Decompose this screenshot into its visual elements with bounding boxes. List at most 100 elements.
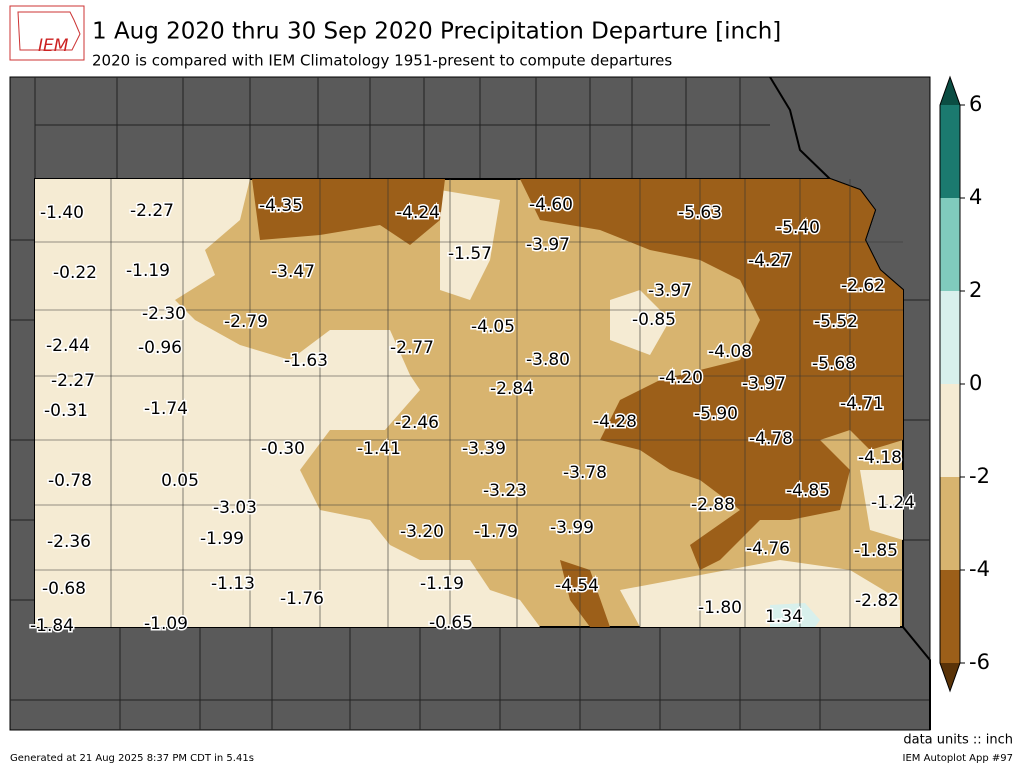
value-label: -2.46: [395, 413, 439, 433]
neighbor-counties: [10, 77, 930, 730]
colorbar-tick-label: 2: [969, 278, 982, 302]
value-label: -3.97: [742, 374, 786, 394]
colorbar-bin: [940, 384, 960, 477]
colorbar-bin: [940, 198, 960, 291]
value-label: -0.65: [429, 613, 473, 633]
contour-brown: [252, 179, 903, 627]
colorbar-tick-label: -6: [969, 650, 990, 674]
value-label: -1.80: [698, 598, 742, 618]
value-label: -1.13: [211, 574, 255, 594]
colorbar-extend-low: [940, 663, 960, 691]
value-label: -3.20: [400, 522, 444, 542]
value-label: -5.52: [814, 312, 858, 332]
value-label: -4.08: [708, 342, 752, 362]
colorbar-bin: [940, 105, 960, 198]
value-label: -4.60: [529, 195, 573, 215]
value-label: -3.23: [483, 481, 527, 501]
value-label: -4.85: [786, 481, 830, 501]
app-note: IEM Autoplot App #97: [903, 753, 1013, 764]
value-label: -1.74: [144, 399, 188, 419]
colorbar-tick-label: 0: [969, 371, 982, 395]
value-label: -4.24: [396, 203, 440, 223]
value-label: -4.54: [555, 576, 599, 596]
colorbar-bin: [940, 477, 960, 570]
title: 1 Aug 2020 thru 30 Sep 2020 Precipitatio…: [92, 19, 781, 45]
contour-cream: [35, 179, 540, 627]
counties: [35, 179, 903, 627]
logo-outline: [17, 11, 81, 51]
colorbar-bin: [940, 570, 960, 663]
labels: -1.40 -2.27 -4.35 -4.24 -4.60 -5.63 -5.40 -1.57…: [29, 194, 917, 638]
value-label: -4.71: [840, 394, 884, 414]
generated-note: Generated at 21 Aug 2025 8:37 PM CDT in …: [10, 753, 254, 764]
value-label: -3.99: [550, 518, 594, 538]
value-label: -2.36: [47, 532, 91, 552]
value-label: -4.27: [748, 251, 792, 271]
logo-text: IEM: [38, 36, 69, 56]
colorbar-tick-label: -4: [969, 557, 990, 581]
contour-positive: [770, 603, 820, 627]
value-label: -1.84: [30, 616, 74, 636]
value-label: -3.80: [526, 350, 570, 370]
value-label: 0.05: [161, 471, 199, 491]
value-label: -4.35: [259, 196, 303, 216]
value-label: -1.85: [854, 541, 898, 561]
colorbar-tick-label: 4: [969, 185, 982, 209]
value-label: -4.18: [858, 448, 902, 468]
value-label: -2.62: [841, 276, 885, 296]
subtitle: 2020 is compared with IEM Climatology 19…: [92, 52, 672, 70]
value-label: -1.79: [474, 522, 518, 542]
colorbar: 6 4 2 0 -2 -4 -6: [939, 75, 990, 693]
value-label: -0.31: [44, 401, 88, 421]
value-label: -0.30: [261, 439, 305, 459]
value-label: -4.76: [746, 539, 790, 559]
value-label: -2.44: [46, 336, 90, 356]
value-label: -3.39: [462, 439, 506, 459]
value-label: -2.27: [51, 371, 95, 391]
contours: [35, 179, 903, 627]
value-label: -0.68: [42, 579, 86, 599]
value-label: -3.97: [648, 281, 692, 301]
value-label: -0.96: [138, 338, 182, 358]
value-label: -4.20: [659, 368, 703, 388]
value-label: -1.41: [357, 439, 401, 459]
value-label: -1.09: [144, 614, 188, 634]
value-label: -4.28: [593, 412, 637, 432]
value-label: -3.78: [563, 463, 607, 483]
value-label: -1.57: [448, 244, 492, 264]
value-label: -2.27: [130, 201, 174, 221]
value-label: -1.76: [280, 589, 324, 609]
value-label: 1.34: [765, 607, 803, 627]
value-label: -3.97: [526, 235, 570, 255]
colorbar-tick-label: -2: [969, 464, 990, 488]
units-note: data units :: inch: [903, 733, 1013, 748]
value-label: -1.19: [126, 261, 170, 281]
value-label: -1.19: [420, 574, 464, 594]
value-label: -1.40: [40, 203, 84, 223]
colorbar-extend-high: [940, 77, 960, 105]
value-label: -5.90: [694, 404, 738, 424]
value-label: -2.88: [691, 495, 735, 515]
value-label: -3.03: [213, 498, 257, 518]
value-label: -4.78: [749, 429, 793, 449]
value-label: -3.47: [271, 262, 315, 282]
contour-cream: [35, 190, 903, 627]
value-label: -2.82: [855, 591, 899, 611]
value-label: -1.63: [284, 351, 328, 371]
value-label: -1.99: [200, 529, 244, 549]
value-label: -2.84: [490, 379, 534, 399]
value-label: -2.79: [224, 312, 268, 332]
value-label: -2.77: [390, 338, 434, 358]
value-label: -4.05: [471, 317, 515, 337]
value-label: -2.30: [142, 304, 186, 324]
value-label: -1.24: [871, 493, 915, 513]
map: -1.40 -2.27 -4.35 -4.24 -4.60 -5.63 -5.40 -1.57…: [9, 76, 931, 731]
value-label: -0.85: [632, 310, 676, 330]
value-label: -5.63: [678, 203, 722, 223]
colorbar-bin: [940, 291, 960, 384]
value-label: -5.68: [812, 354, 856, 374]
value-label: -0.22: [53, 263, 97, 283]
colorbar-tick-label: 6: [969, 92, 982, 116]
value-label: -5.40: [776, 218, 820, 238]
